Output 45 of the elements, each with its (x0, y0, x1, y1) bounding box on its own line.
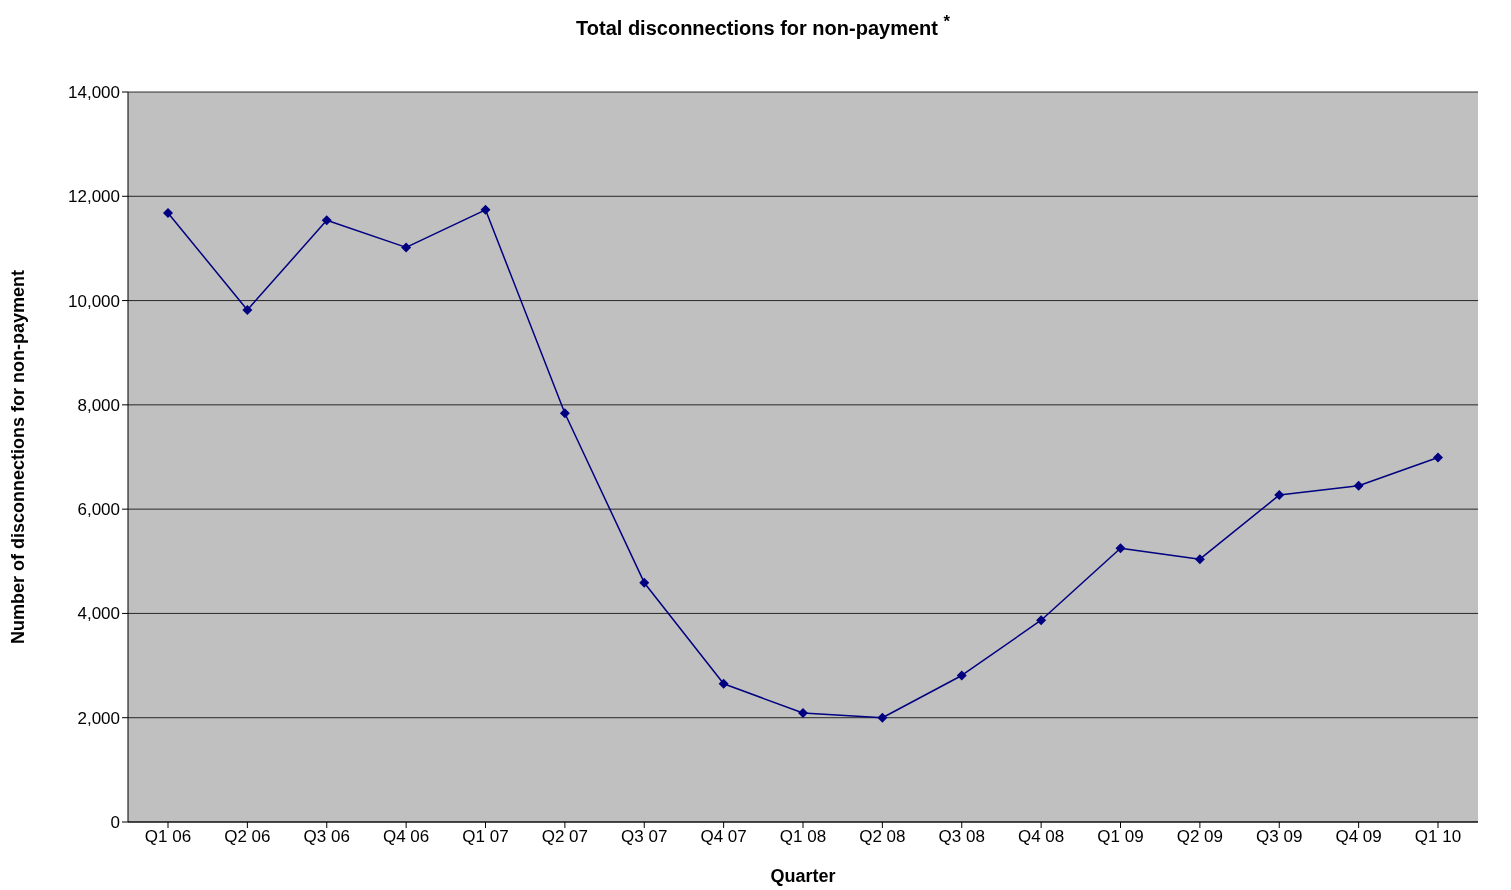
x-tick-label: Q2 09 (1176, 827, 1224, 847)
point (321, 215, 332, 226)
x-tick-label: Q2 07 (541, 827, 589, 847)
point (798, 708, 808, 719)
x-tick-label: Q3 06 (303, 827, 350, 847)
y-tick-label: 14,000 (68, 83, 120, 103)
y-tick-label: 6,000 (77, 500, 120, 520)
point (1433, 452, 1443, 463)
x-tick-label: Q2 08 (859, 827, 906, 847)
x-tick-label: Q1 07 (462, 827, 509, 847)
point (480, 204, 491, 215)
point (1115, 543, 1126, 554)
point (639, 577, 650, 588)
x-tick-label: Q2 06 (224, 827, 271, 847)
x-tick-label: Q3 07 (621, 827, 668, 847)
y-tick-label: 2,000 (77, 708, 120, 728)
y-tick-label: 4,000 (77, 604, 120, 624)
point (1036, 615, 1047, 626)
y-tick-label: 0 (110, 813, 120, 833)
point (163, 207, 173, 218)
point (877, 712, 888, 723)
x-tick-label: Q1 09 (1097, 827, 1144, 847)
y-tick-label: 10,000 (68, 291, 120, 311)
point (1274, 490, 1285, 501)
point (401, 242, 412, 253)
y-tick-label: 8,000 (77, 395, 120, 415)
x-tick-label: Q4 08 (1017, 827, 1065, 847)
x-tick-label: Q1 08 (779, 827, 827, 847)
point (559, 408, 570, 419)
x-tick-label: Q4 06 (382, 827, 430, 847)
x-tick-label: Q3 09 (1256, 827, 1303, 847)
point (1194, 554, 1205, 565)
x-tick-label: Q3 08 (938, 827, 985, 847)
point (242, 304, 253, 315)
point (956, 670, 967, 681)
x-axis-title: Quarter (770, 866, 836, 886)
point (718, 678, 729, 689)
point (1353, 480, 1364, 491)
x-tick-label: Q1 06 (144, 827, 192, 847)
y-tick-label: 12,000 (68, 187, 120, 207)
y-axis-title: Number of disconnections for non-payment (8, 269, 29, 645)
chart-title: Total disconnections for non-payment $^{*}$ (575, 11, 951, 41)
x-tick-label: Q4 07 (700, 827, 747, 847)
x-tick-label: Q1 10 (1414, 827, 1462, 847)
x-tick-label: Q4 09 (1335, 827, 1382, 847)
